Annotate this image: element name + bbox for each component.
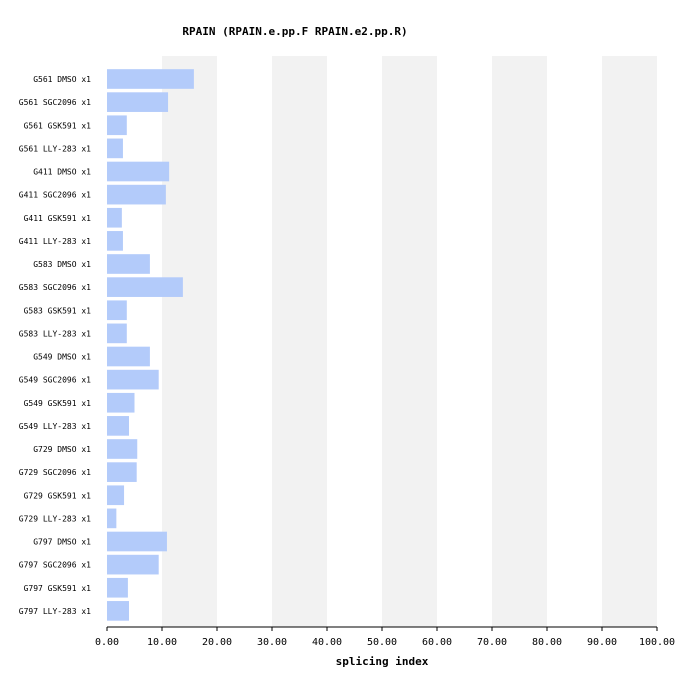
category-label: G797 DMSO x1 [33, 538, 91, 547]
bar [107, 416, 129, 436]
category-labels: G561 DMSO x1 G561 SGC2096 x1 G561 GSK591 x… [19, 75, 91, 616]
category-label: G561 GSK591 x1 [24, 121, 92, 130]
x-tick-label: 40.00 [312, 637, 342, 648]
category-label: G729 SGC2096 x1 [19, 468, 91, 477]
bar [107, 300, 127, 321]
grid-band [162, 56, 217, 627]
grid-band [602, 56, 657, 627]
bar [107, 138, 123, 159]
bar [107, 346, 150, 367]
bar [107, 161, 170, 182]
category-label: G549 LLY-283 x1 [19, 422, 91, 431]
category-label: G583 DMSO x1 [33, 260, 91, 269]
bar [107, 508, 117, 529]
x-tick-label: 20.00 [202, 637, 232, 648]
bar [107, 439, 138, 459]
bar [107, 92, 169, 112]
x-tick-label: 60.00 [422, 637, 452, 648]
category-label: G797 SGC2096 x1 [19, 561, 91, 570]
bars [107, 69, 194, 621]
bar [107, 254, 150, 274]
x-tick-label: 30.00 [257, 637, 287, 648]
x-tick-labels: 0.00 10.00 20.00 30.00 40.00 50.00 60.00 70.00 8… [95, 637, 675, 648]
bar [107, 323, 127, 344]
bar [107, 577, 128, 598]
category-label: G729 GSK591 x1 [24, 491, 92, 500]
category-label: G411 SGC2096 x1 [19, 191, 91, 200]
category-label: G549 GSK591 x1 [24, 399, 92, 408]
category-label: G549 DMSO x1 [33, 353, 91, 362]
bar [107, 277, 183, 297]
category-label: G583 GSK591 x1 [24, 306, 92, 315]
bar [107, 184, 166, 205]
bar [107, 462, 137, 482]
category-label: G797 GSK591 x1 [24, 584, 92, 593]
grid-band [382, 56, 437, 627]
grid-bands [162, 56, 657, 627]
category-label: G411 LLY-283 x1 [19, 237, 91, 246]
bar [107, 485, 125, 506]
bar [107, 369, 159, 390]
category-label: G561 DMSO x1 [33, 75, 91, 84]
category-label: G411 DMSO x1 [33, 168, 91, 177]
category-label: G729 DMSO x1 [33, 445, 91, 454]
category-label: G549 SGC2096 x1 [19, 376, 91, 385]
bar [107, 69, 194, 89]
x-tick-label: 50.00 [367, 637, 397, 648]
category-label: G583 LLY-283 x1 [19, 329, 91, 338]
x-tick-label: 100.00 [639, 637, 675, 648]
chart-title: RPAIN (RPAIN.e.pp.F RPAIN.e2.pp.R) [182, 25, 407, 38]
x-tick-label: 10.00 [147, 637, 177, 648]
bar [107, 115, 127, 136]
bar [107, 231, 123, 251]
grid-band [272, 56, 327, 627]
x-axis-label: splicing index [336, 655, 429, 668]
category-label: G411 GSK591 x1 [24, 214, 92, 223]
category-label: G561 LLY-283 x1 [19, 144, 91, 153]
x-tick-label: 70.00 [477, 637, 507, 648]
category-label: G561 SGC2096 x1 [19, 98, 91, 107]
category-label: G583 SGC2096 x1 [19, 283, 91, 292]
grid-band [492, 56, 547, 627]
x-tick-label: 80.00 [532, 637, 562, 648]
x-tick-label: 0.00 [95, 637, 119, 648]
bar [107, 554, 159, 575]
bar [107, 392, 135, 413]
bar [107, 601, 129, 621]
x-tick-label: 90.00 [587, 637, 617, 648]
category-label: G797 LLY-283 x1 [19, 607, 91, 616]
bar [107, 207, 122, 228]
bar [107, 531, 167, 552]
x-axis [106, 626, 658, 631]
category-label: G729 LLY-283 x1 [19, 514, 91, 523]
